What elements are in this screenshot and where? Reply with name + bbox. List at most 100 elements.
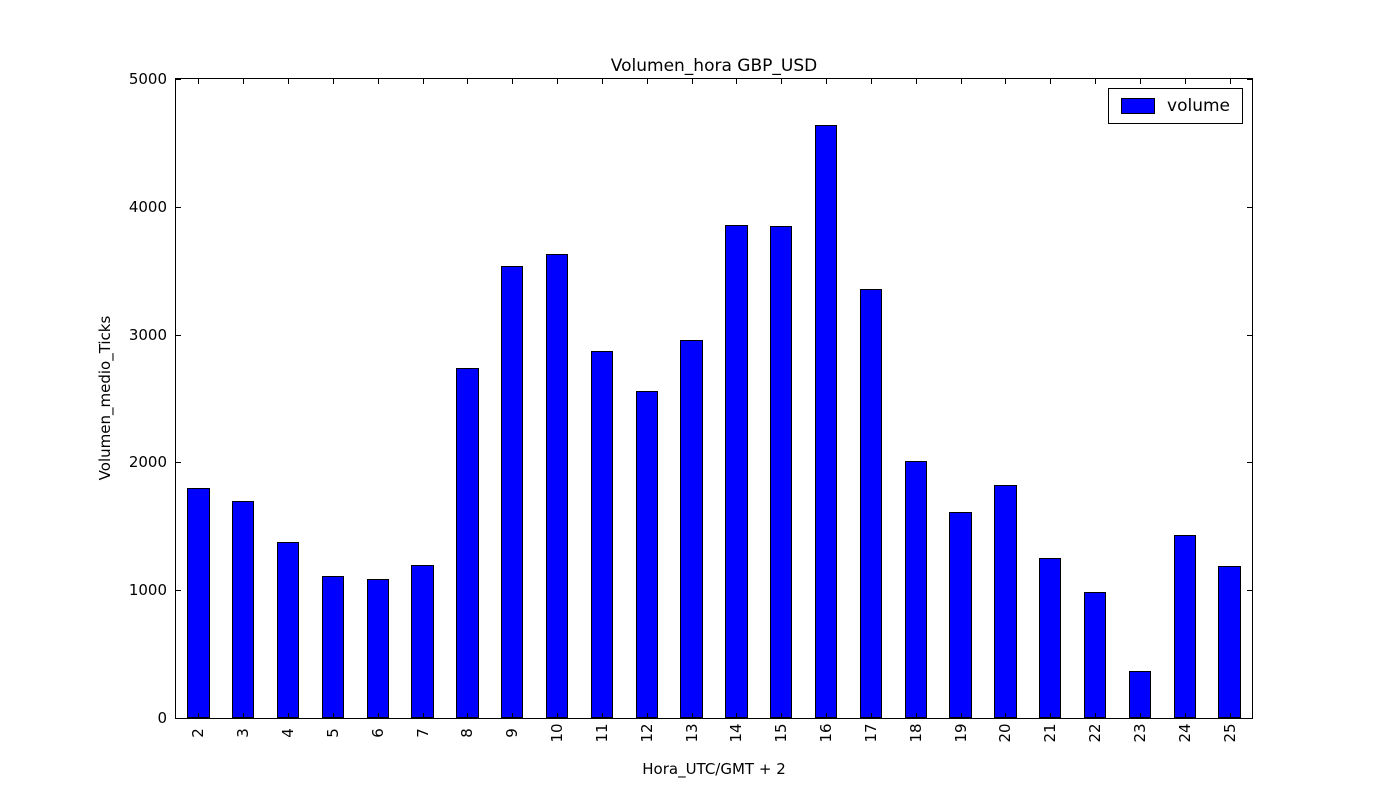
- x-tick-label-3: 3: [234, 728, 253, 738]
- x-tick-mark-21: [1050, 713, 1052, 718]
- x-tick-label-7: 7: [413, 728, 432, 738]
- x-tick-label-18: 18: [906, 723, 925, 743]
- x-tick-mark-6: [377, 713, 379, 718]
- bar-8: [456, 367, 479, 718]
- x-tick-label-19: 19: [951, 723, 970, 743]
- bar-7: [411, 564, 434, 718]
- y-tick-label-2000: 2000: [128, 453, 167, 472]
- bar-20: [994, 485, 1017, 718]
- y-tick-mark-right-5000: [1247, 79, 1252, 80]
- bar-19: [949, 512, 972, 718]
- x-tick-mark-top-7: [422, 79, 424, 84]
- x-tick-label-25: 25: [1220, 723, 1239, 743]
- y-tick-mark-1000: [176, 590, 181, 592]
- x-tick-label-8: 8: [458, 728, 477, 738]
- x-tick-mark-top-10: [557, 79, 559, 84]
- bar-9: [501, 265, 524, 718]
- y-tick-label-3000: 3000: [128, 325, 167, 344]
- bar-4: [276, 541, 300, 718]
- x-tick-mark-top-8: [467, 79, 469, 84]
- y-tick-label-5000: 5000: [128, 70, 167, 88]
- bar-14: [725, 224, 748, 718]
- x-tick-label-24: 24: [1175, 723, 1194, 743]
- bar-16: [814, 125, 838, 718]
- x-tick-label-4: 4: [279, 728, 298, 738]
- x-tick-mark-12: [646, 713, 648, 718]
- bar-15: [770, 226, 793, 718]
- x-tick-mark-9: [512, 713, 514, 718]
- x-tick-mark-3: [243, 713, 245, 718]
- x-axis-label: Hora_UTC/GMT + 2: [642, 760, 786, 778]
- y-tick-mark-right-2000: [1247, 462, 1252, 464]
- x-tick-mark-22: [1095, 713, 1097, 718]
- plot-area: volume: [175, 78, 1253, 719]
- x-tick-mark-19: [960, 713, 962, 718]
- x-tick-mark-top-2: [198, 79, 200, 84]
- x-tick-mark-top-17: [870, 79, 872, 84]
- chart-title: Volumen_hora GBP_USD: [610, 56, 818, 76]
- x-tick-mark-top-21: [1050, 79, 1052, 84]
- x-tick-label-9: 9: [503, 728, 522, 738]
- bar-17: [859, 288, 883, 718]
- x-tick-mark-top-5: [332, 79, 334, 84]
- x-tick-mark-8: [467, 713, 469, 718]
- x-tick-mark-top-20: [1005, 79, 1007, 84]
- x-tick-label-10: 10: [548, 723, 567, 743]
- x-tick-mark-top-3: [243, 79, 245, 84]
- y-tick-label-1000: 1000: [128, 581, 167, 600]
- x-tick-label-23: 23: [1130, 723, 1149, 743]
- bar-2: [187, 488, 210, 718]
- x-tick-mark-top-19: [960, 79, 962, 84]
- y-tick-mark-right-3000: [1247, 334, 1252, 336]
- x-tick-mark-17: [870, 713, 872, 718]
- x-tick-mark-24: [1184, 713, 1186, 718]
- y-tick-mark-4000: [176, 206, 181, 208]
- x-tick-mark-5: [332, 713, 334, 718]
- x-tick-mark-20: [1005, 713, 1007, 718]
- x-tick-mark-top-9: [512, 79, 514, 84]
- y-tick-mark-2000: [176, 462, 181, 464]
- x-tick-label-22: 22: [1086, 723, 1105, 743]
- x-tick-label-5: 5: [323, 728, 342, 738]
- y-tick-mark-0: [176, 718, 181, 719]
- x-tick-label-6: 6: [368, 728, 387, 738]
- bar-25: [1218, 565, 1241, 718]
- bar-22: [1083, 591, 1107, 718]
- x-tick-mark-11: [601, 713, 603, 718]
- x-tick-mark-10: [557, 713, 559, 718]
- y-tick-label-4000: 4000: [128, 197, 167, 216]
- x-tick-mark-top-15: [781, 79, 783, 84]
- legend-label: volume: [1167, 96, 1230, 116]
- y-tick-mark-right-0: [1247, 718, 1252, 719]
- x-tick-mark-top-23: [1139, 79, 1141, 84]
- y-tick-label-0: 0: [157, 709, 167, 727]
- x-tick-mark-top-22: [1095, 79, 1097, 84]
- x-tick-mark-2: [198, 713, 200, 718]
- x-tick-label-12: 12: [637, 723, 656, 743]
- x-tick-label-2: 2: [189, 728, 208, 738]
- bar-6: [366, 578, 389, 718]
- x-tick-label-21: 21: [1041, 723, 1060, 743]
- x-tick-mark-top-24: [1184, 79, 1186, 84]
- legend-swatch-volume: [1121, 98, 1156, 114]
- bar-3: [232, 500, 255, 718]
- bar-5: [321, 576, 345, 718]
- x-tick-mark-top-12: [646, 79, 648, 84]
- x-tick-label-11: 11: [592, 723, 611, 743]
- x-tick-label-13: 13: [682, 723, 701, 743]
- bar-13: [680, 339, 703, 718]
- x-tick-mark-16: [826, 713, 828, 718]
- legend: volume: [1108, 88, 1243, 124]
- bar-18: [904, 461, 927, 718]
- y-tick-mark-right-1000: [1247, 590, 1252, 592]
- x-tick-mark-23: [1139, 713, 1141, 718]
- x-tick-mark-7: [422, 713, 424, 718]
- x-tick-mark-top-16: [826, 79, 828, 84]
- bar-24: [1173, 535, 1196, 718]
- bar-12: [635, 390, 658, 718]
- x-tick-mark-18: [915, 713, 917, 718]
- x-tick-mark-14: [736, 713, 738, 718]
- x-tick-label-14: 14: [727, 723, 746, 743]
- x-tick-mark-top-4: [288, 79, 290, 84]
